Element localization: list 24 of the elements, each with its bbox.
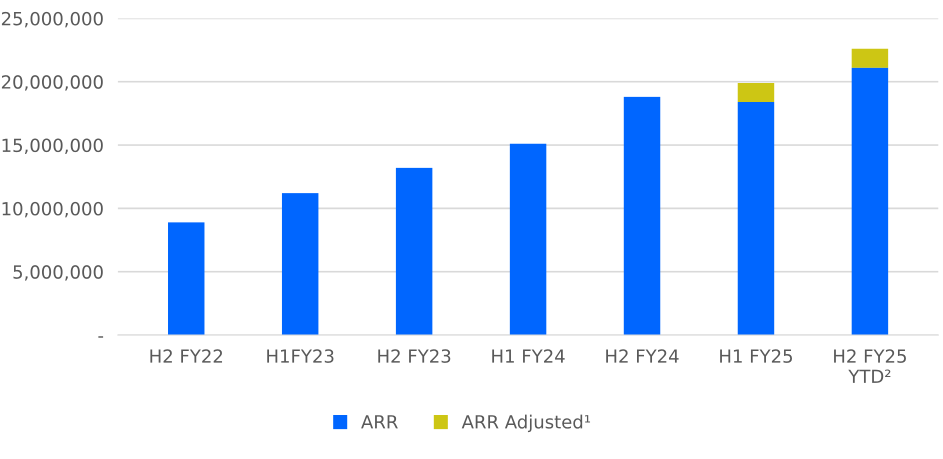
bar [282,193,318,336]
bar [396,168,432,336]
x-tick-label: H1 FY25 [720,349,792,363]
y-tick-label: 5,000,000 [13,265,103,281]
y-tick-label: 15,000,000 [2,138,103,154]
bar [852,48,888,68]
y-tick-label: 25,000,000 [2,12,103,28]
x-tick-label: H1FY23 [267,349,334,363]
bar [168,222,204,336]
x-tick-label: H2 FY23 [378,349,450,363]
bar [852,68,888,336]
bar [510,144,546,336]
bar [738,102,774,336]
x-tick-label: H1 FY24 [492,349,565,363]
x-tick-label: H2 FY22 [150,349,222,363]
legend-label: ARR [361,415,398,428]
x-tick-label: H2 FY24 [606,349,679,363]
bar [624,96,660,336]
x-tick-label: H2 FY25 YTD² [834,349,906,383]
y-tick-label: 20,000,000 [2,75,103,91]
legend-label: ARR Adjusted¹ [462,414,590,432]
y-tick-label: - [98,336,104,338]
bar [738,82,774,102]
y-tick-label: 10,000,000 [2,202,103,218]
